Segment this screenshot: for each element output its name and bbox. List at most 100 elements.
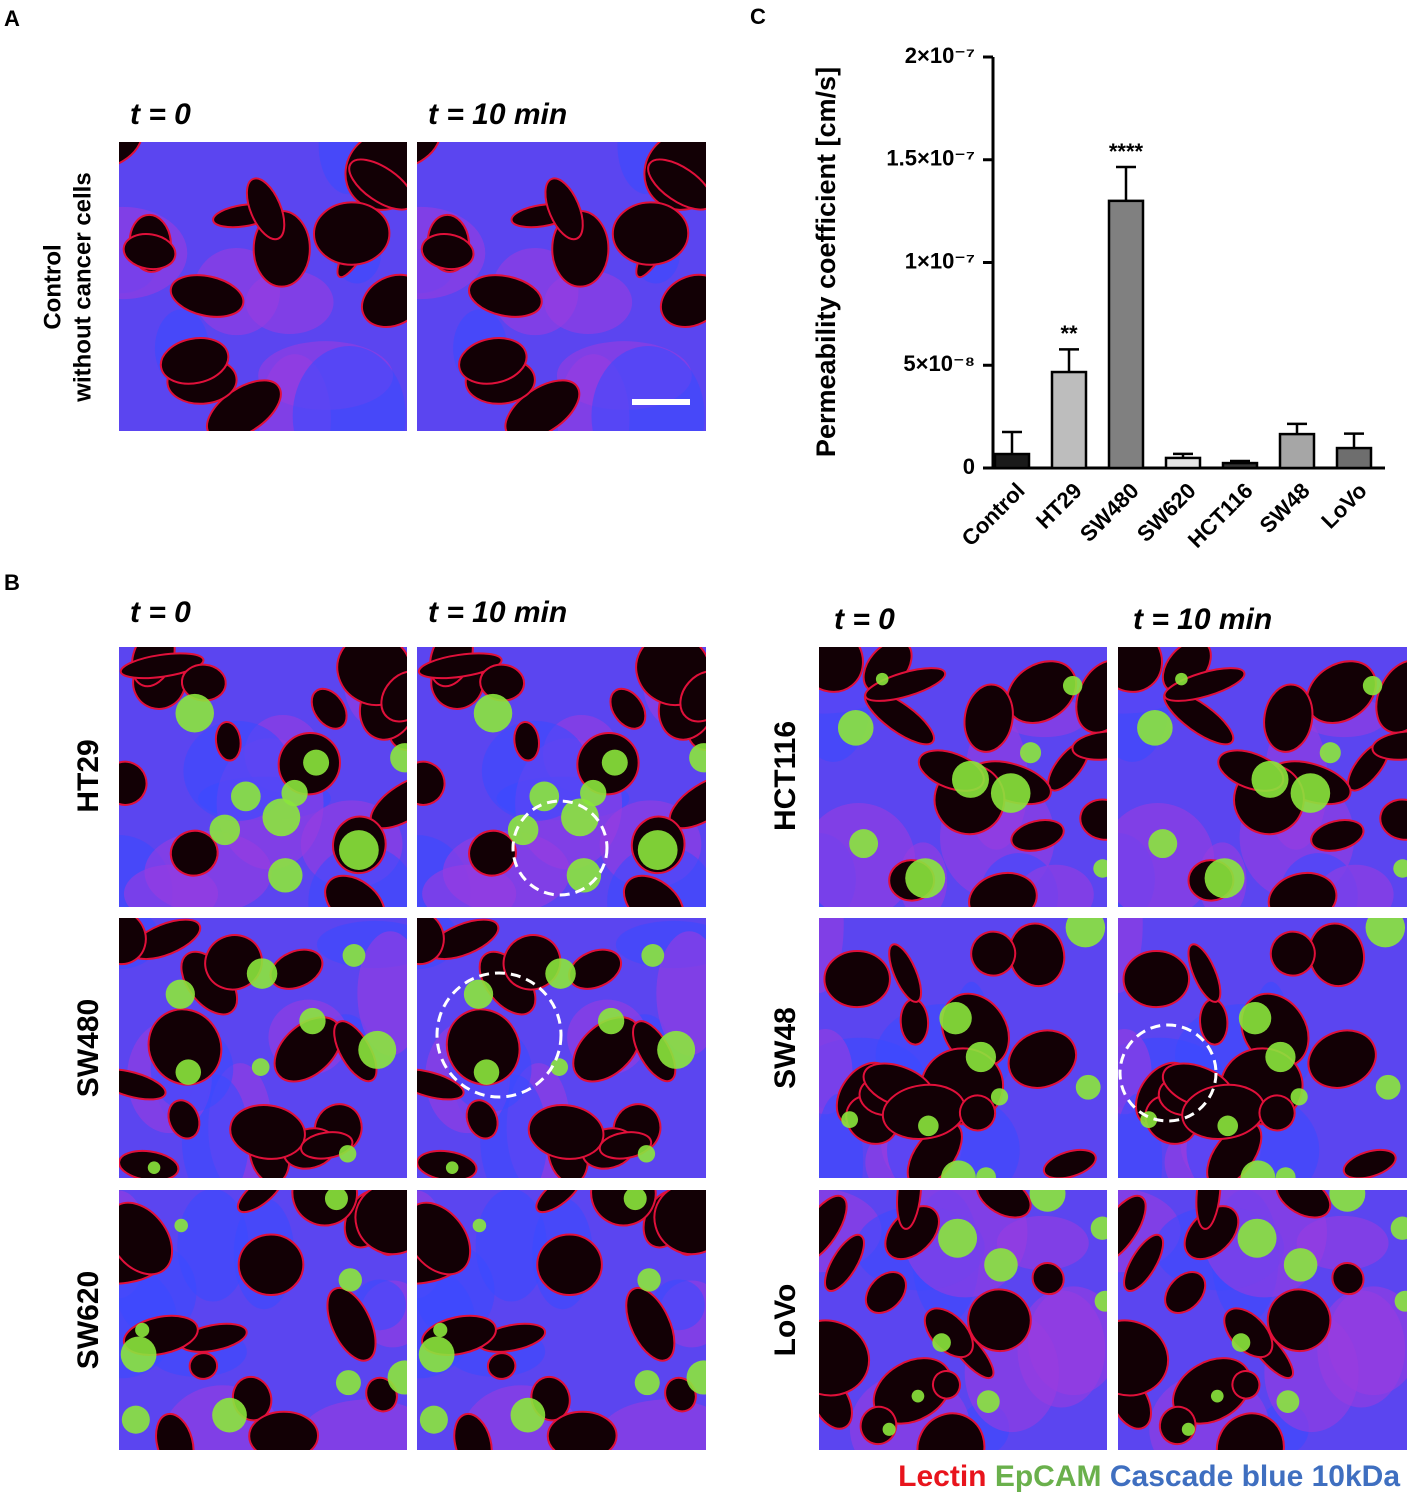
- lumen: [536, 1233, 603, 1296]
- cell: [1394, 1290, 1407, 1312]
- vessel-texture: [357, 931, 407, 1056]
- cell: [561, 798, 599, 837]
- cell: [882, 1422, 896, 1436]
- cell: [1375, 1074, 1401, 1100]
- cell: [418, 1336, 455, 1373]
- cell: [1283, 1248, 1318, 1282]
- cell: [1390, 1216, 1407, 1240]
- lumen: [1118, 1319, 1170, 1397]
- cell: [1175, 672, 1188, 686]
- lumen: [486, 1352, 517, 1380]
- cell: [507, 814, 539, 846]
- lumen: [1195, 1190, 1222, 1230]
- lumen: [1071, 730, 1107, 761]
- row-label: without cancer cells: [69, 172, 96, 402]
- cell: [637, 1268, 661, 1292]
- lumen: [1164, 1271, 1207, 1314]
- lumen: [1118, 1194, 1147, 1263]
- cell: [121, 1405, 150, 1434]
- cell: [1275, 1167, 1296, 1178]
- cell: [303, 749, 330, 776]
- cell: [951, 760, 990, 798]
- cell: [601, 749, 628, 776]
- cell: [1329, 1190, 1366, 1212]
- cell: [1362, 676, 1383, 696]
- cell: [473, 1059, 500, 1085]
- lumen: [417, 918, 445, 966]
- lumen: [864, 667, 947, 702]
- micrograph: [417, 1190, 706, 1450]
- significance: **: [1060, 321, 1078, 346]
- cell: [1240, 1160, 1276, 1178]
- lumen: [958, 1094, 997, 1132]
- cell: [1265, 1041, 1296, 1073]
- micrograph: [1118, 918, 1407, 1178]
- y-tick-label: 2×10⁻⁷: [905, 43, 975, 68]
- lumen: [465, 1099, 499, 1140]
- lumen: [527, 1104, 605, 1160]
- cell: [940, 1160, 976, 1178]
- lumen: [380, 670, 407, 723]
- lumen: [468, 829, 517, 877]
- row-label: SW620: [72, 1271, 105, 1369]
- lumen: [1079, 798, 1107, 841]
- cell: [251, 1058, 270, 1076]
- lumen: [824, 1233, 865, 1292]
- cell: [939, 1001, 972, 1035]
- cell: [209, 814, 241, 846]
- lumen: [453, 1412, 493, 1450]
- micrograph: [417, 918, 706, 1178]
- lumen: [1187, 943, 1222, 1003]
- vessel-texture: [599, 1399, 706, 1450]
- cell: [1217, 1115, 1239, 1137]
- cell: [338, 830, 379, 870]
- lumen: [122, 233, 177, 271]
- cell: [634, 1370, 660, 1396]
- lumen: [1010, 819, 1065, 852]
- row-label: HCT116: [769, 721, 802, 831]
- lumen: [417, 652, 503, 680]
- lumen: [417, 1068, 465, 1101]
- legend-entry: Lectin: [898, 1460, 986, 1493]
- cell: [1148, 829, 1178, 859]
- time-label: t = 0: [130, 98, 191, 131]
- lumen: [659, 273, 706, 328]
- cell: [1319, 742, 1341, 764]
- cell: [1181, 1422, 1195, 1436]
- bar: [1221, 461, 1259, 470]
- row-label: SW48: [769, 1007, 802, 1089]
- lumen: [819, 647, 864, 693]
- vessel-texture: [1118, 803, 1215, 907]
- cell: [932, 1333, 951, 1352]
- cell: [445, 1161, 459, 1174]
- lumen: [420, 233, 475, 271]
- micrograph: [417, 142, 706, 431]
- lumen: [1031, 1262, 1065, 1296]
- cell: [174, 1218, 188, 1233]
- lumen: [963, 683, 1014, 753]
- cell: [463, 979, 494, 1009]
- cell: [597, 1007, 625, 1035]
- cell: [419, 1405, 448, 1434]
- lumen: [1331, 1262, 1365, 1296]
- lumen: [291, 1190, 358, 1227]
- cell: [135, 1322, 150, 1338]
- vessel-texture: [481, 720, 590, 821]
- lumen: [248, 1410, 320, 1450]
- lumen: [1258, 1094, 1296, 1132]
- cell: [657, 1030, 696, 1069]
- cell: [637, 830, 678, 870]
- lumen: [119, 142, 143, 168]
- lumen: [1307, 1029, 1377, 1089]
- cell: [1393, 859, 1407, 878]
- lumen: [864, 1271, 907, 1314]
- cell: [1251, 760, 1289, 798]
- lumen: [535, 1190, 582, 1214]
- cell: [641, 944, 665, 967]
- lumen: [147, 1008, 223, 1086]
- x-tick-label: LoVo: [1316, 478, 1371, 533]
- time-label: t = 10 min: [428, 596, 567, 629]
- cell: [976, 1167, 996, 1178]
